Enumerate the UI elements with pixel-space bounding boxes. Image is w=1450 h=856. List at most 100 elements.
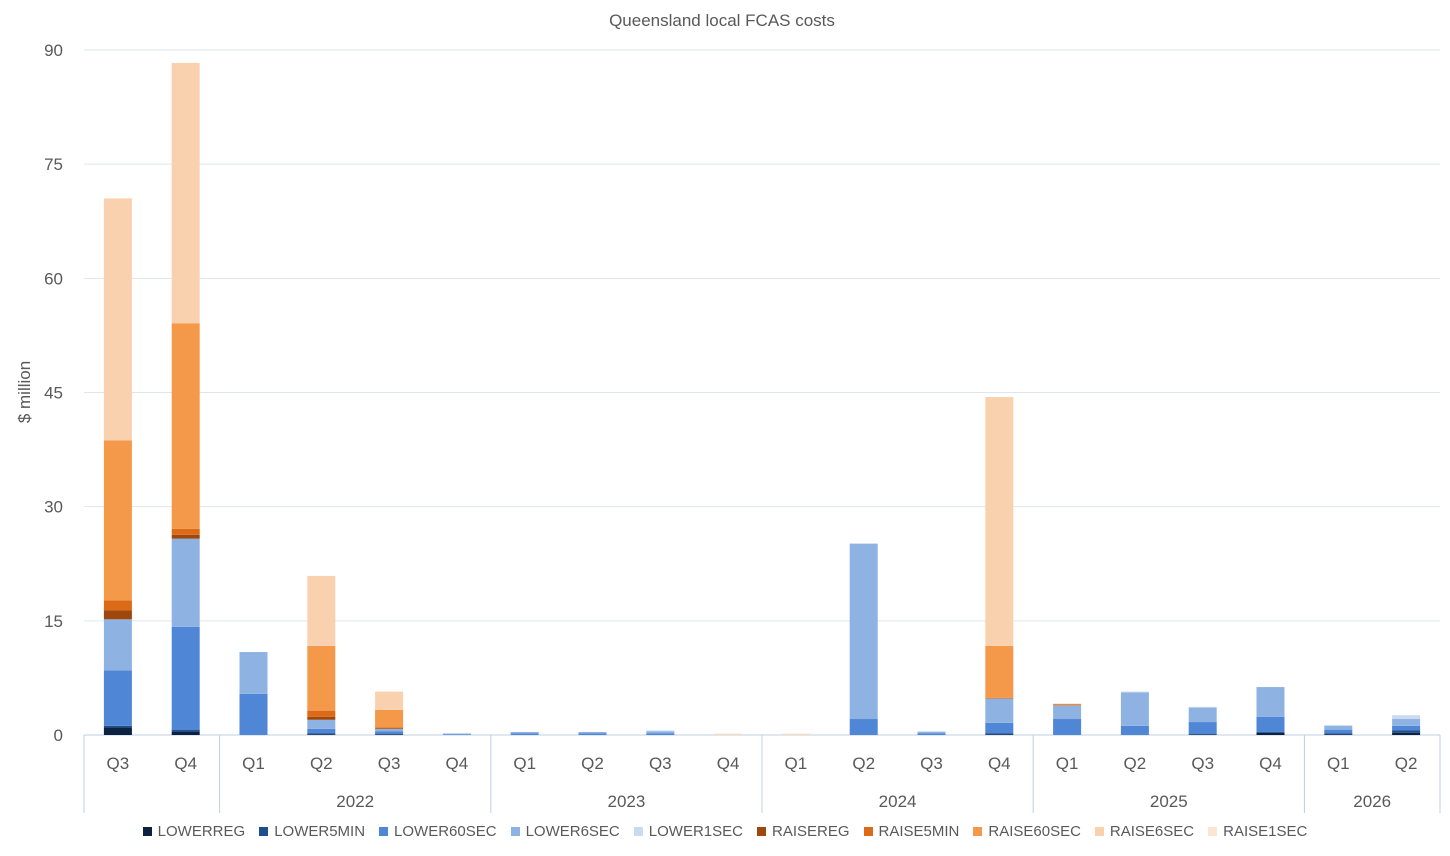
x-tick-label: Q3 — [107, 754, 130, 773]
bar-segment-lower5min — [1324, 733, 1353, 735]
bar-segment-lower6sec — [239, 652, 268, 694]
legend-swatch — [379, 826, 389, 836]
chart-title: Queensland local FCAS costs — [609, 11, 835, 30]
bar-segment-lower60sec — [1392, 725, 1421, 731]
bar-segment-lower5min — [985, 733, 1014, 735]
bar-segment-lowerreg — [375, 734, 404, 735]
legend: LOWERREG LOWER5MIN LOWER60SEC LOWER6SEC LOWE… — [0, 819, 1450, 843]
bar-segment-lower6sec — [1120, 692, 1149, 726]
bar-segment-raise6sec — [781, 734, 810, 735]
bar-segment-raise6sec — [307, 575, 336, 646]
x-tick-label: Q3 — [649, 754, 672, 773]
y-tick-label: 90 — [44, 41, 63, 60]
bar-segment-lower6sec — [171, 538, 200, 627]
legend-swatch — [1094, 826, 1104, 836]
bar-segment-lower60sec — [578, 733, 607, 735]
bar-segment-raise6sec — [375, 691, 404, 710]
legend-item: RAISE1SEC — [1208, 823, 1307, 840]
x-tick-label: Q1 — [1327, 754, 1350, 773]
bar-segment-lower6sec — [1324, 725, 1353, 730]
x-tick-label: Q1 — [785, 754, 808, 773]
bar-segment-lower60sec — [1324, 729, 1353, 734]
y-tick-label: 0 — [54, 726, 63, 745]
x-tick-label: Q4 — [717, 754, 740, 773]
bar-segment-raise6sec — [714, 734, 743, 735]
legend-item: LOWER1SEC — [633, 822, 743, 840]
bar-segment-lower5min — [307, 733, 336, 735]
legend-label: LOWER1SEC — [648, 822, 743, 840]
bar-segment-raise60sec — [171, 323, 200, 529]
bar-segment-raise1sec — [781, 733, 810, 735]
year-label: 2022 — [336, 792, 374, 811]
x-tick-label: Q2 — [852, 754, 875, 773]
x-tick-label: Q4 — [446, 754, 469, 773]
legend-item: RAISEREG — [756, 822, 850, 840]
bar-segment-raise60sec — [375, 709, 404, 728]
legend-item: LOWERREG — [142, 822, 246, 840]
bar-segment-lower60sec — [239, 693, 268, 735]
bar-segment-raise5min — [985, 697, 1014, 699]
bar-segment-lower1sec — [1120, 691, 1149, 693]
x-tick-label: Q4 — [1259, 754, 1282, 773]
legend-swatch — [756, 826, 766, 836]
x-tick-label: Q1 — [242, 754, 265, 773]
legend-item: LOWER60SEC — [379, 823, 497, 840]
bar-segment-raise60sec — [307, 645, 336, 711]
bar-segment-lower60sec — [1256, 716, 1285, 732]
legend-item: RAISE5MIN — [863, 822, 960, 840]
bar-segment-lower60sec — [849, 719, 878, 735]
legend-label: LOWERREG — [157, 822, 246, 840]
bar-segment-lower60sec — [375, 731, 404, 735]
bar-segment-lower1sec — [849, 543, 878, 544]
gridlines: 0 15 30 45 60 75 90 — [44, 41, 1440, 745]
x-tick-label: Q3 — [920, 754, 943, 773]
legend-item: LOWER5MIN — [259, 823, 365, 840]
bar-segment-lower6sec — [1392, 719, 1421, 726]
bar-segment-lower60sec — [442, 734, 471, 735]
y-tick-label: 30 — [44, 498, 63, 517]
x-tick-label: Q4 — [988, 754, 1011, 773]
legend-label: LOWER6SEC — [525, 822, 620, 840]
bar-segment-lower5min — [103, 725, 132, 728]
legend-label: LOWER5MIN — [274, 822, 366, 840]
bar-segment-lower60sec — [917, 733, 946, 735]
x-tick-label: Q1 — [1056, 754, 1079, 773]
bar-segment-lower6sec — [1053, 705, 1082, 720]
legend-label: LOWER60SEC — [394, 822, 497, 840]
bar-segment-raise1sec — [714, 733, 743, 735]
x-tick-label: Q3 — [1191, 754, 1214, 773]
bar-segment-lower5min — [1256, 731, 1285, 733]
year-label: 2026 — [1353, 792, 1391, 811]
bar-segment-lower6sec — [307, 719, 336, 729]
bar-segment-raise60sec — [1053, 703, 1082, 705]
bar-segment-lowerreg — [985, 734, 1014, 735]
bar-segment-raise5min — [103, 600, 132, 611]
year-label: 2025 — [1150, 792, 1188, 811]
legend-swatch — [259, 826, 269, 836]
bar-segment-raisereg — [307, 716, 336, 720]
legend-swatch — [1208, 826, 1218, 836]
bar-segment-lowerreg — [1324, 734, 1353, 735]
bar-segment-lower5min — [171, 729, 200, 732]
bar-segment-lower60sec — [985, 722, 1014, 734]
x-tick-label: Q2 — [310, 754, 333, 773]
bar-segment-lower6sec — [985, 698, 1014, 723]
bar-segment-lower60sec — [307, 728, 336, 734]
bar-segment-lower60sec — [171, 626, 200, 730]
bar-segment-lower6sec — [510, 731, 539, 734]
bar-segment-lower6sec — [442, 733, 471, 735]
bar-segment-lowerreg — [1188, 734, 1217, 735]
x-tick-label: Q2 — [1124, 754, 1147, 773]
legend-label: RAISE5MIN — [878, 822, 960, 840]
bar-segment-lower6sec — [917, 731, 946, 734]
bar-segment-lower60sec — [1188, 722, 1217, 735]
bar-segment-raisereg — [375, 728, 404, 729]
bar-segment-lower60sec — [1120, 725, 1149, 735]
y-tick-label: 15 — [44, 612, 63, 631]
legend-swatch — [142, 826, 152, 836]
bar-segment-raisereg — [103, 610, 132, 620]
legend-label: RAISEREG — [771, 822, 850, 840]
year-label: 2024 — [879, 792, 917, 811]
